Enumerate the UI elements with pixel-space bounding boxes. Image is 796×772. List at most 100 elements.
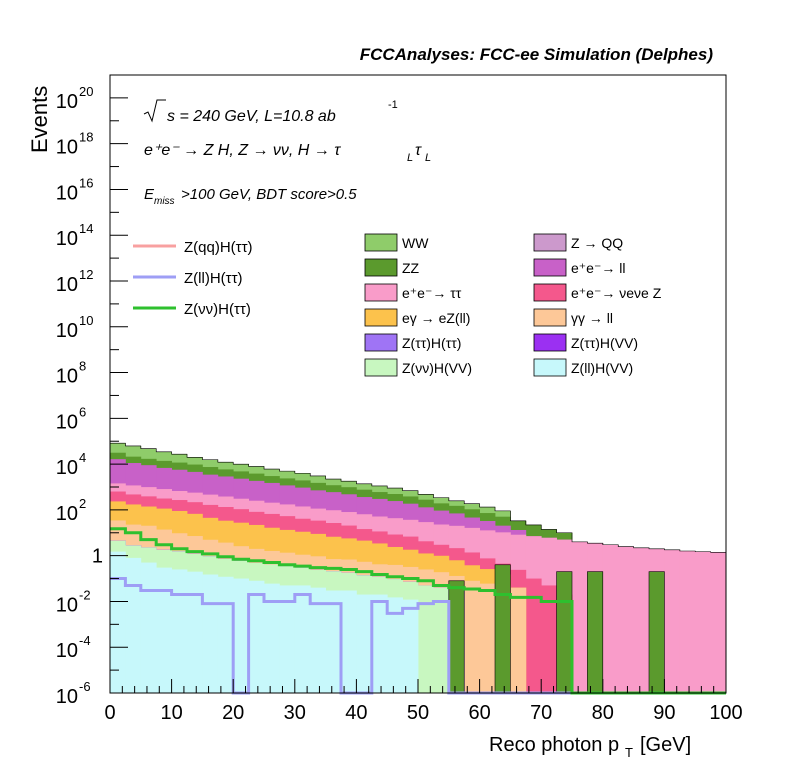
stack-spike bbox=[587, 571, 604, 694]
y-tick-label: 10 bbox=[56, 366, 78, 388]
y-tick-exponent: -6 bbox=[79, 679, 91, 694]
legend-bkg-swatch bbox=[364, 333, 398, 352]
stack-bar bbox=[479, 583, 496, 693]
legend-bkg-label: Z(ll)H(VV) bbox=[571, 360, 633, 376]
legend-bkg-swatch bbox=[533, 233, 567, 252]
stack-bar bbox=[541, 585, 557, 693]
legend-signal-label: Z(qq)H(ττ) bbox=[184, 239, 253, 256]
y-axis-title: Events bbox=[27, 86, 52, 153]
y-tick-exponent: 14 bbox=[79, 221, 93, 236]
stack-bar bbox=[633, 547, 650, 693]
legend-bkg-label: e⁺e⁻→ ττ bbox=[402, 285, 462, 301]
process-tau: τ bbox=[415, 142, 422, 159]
legend-bkg-swatch bbox=[533, 358, 567, 377]
x-tick-label: 40 bbox=[345, 702, 367, 724]
y-tick-label: 10 bbox=[56, 182, 78, 204]
stack-bar bbox=[140, 562, 157, 693]
legend-bkg-swatch bbox=[364, 258, 398, 277]
stack-bar bbox=[279, 585, 296, 693]
sqrt-icon bbox=[143, 99, 166, 123]
legend-bkg-label: Z(ττ)H(VV) bbox=[571, 335, 638, 351]
stack-bar bbox=[310, 587, 326, 693]
y-tick-label: 10 bbox=[56, 457, 78, 479]
cuts-sub: miss bbox=[154, 196, 175, 207]
x-tick-label: 50 bbox=[407, 702, 429, 724]
stack-bar bbox=[572, 541, 588, 693]
y-tick-exponent: 4 bbox=[79, 450, 86, 465]
stack-layer bbox=[110, 442, 727, 694]
legend-signal-label: Z(ll)H(ττ) bbox=[184, 270, 243, 287]
y-tick-label: 10 bbox=[56, 137, 78, 159]
legend-bkg-swatch bbox=[533, 308, 567, 327]
y-tick-exponent: 10 bbox=[79, 313, 93, 328]
stack-bar bbox=[402, 599, 419, 693]
legend-bkg-label: ZZ bbox=[402, 260, 420, 276]
y-axis-label: Events bbox=[27, 86, 52, 153]
process-sub-2: L bbox=[425, 152, 431, 164]
stack-bar bbox=[371, 594, 388, 693]
y-tick-exponent: 18 bbox=[79, 130, 93, 145]
stack-bar bbox=[418, 585, 434, 693]
stack-bar bbox=[171, 569, 188, 693]
stack-spike bbox=[648, 571, 665, 694]
y-tick-exponent: 16 bbox=[79, 175, 93, 190]
stack-bar bbox=[387, 597, 403, 693]
stack-bar bbox=[202, 574, 219, 693]
x-tick-label: 100 bbox=[709, 702, 742, 724]
legend-bkg-label: WW bbox=[402, 235, 429, 251]
stack-bar bbox=[679, 550, 696, 693]
legend-bkg-swatch bbox=[533, 333, 567, 352]
energy-text: s = 240 GeV, L=10.8 ab bbox=[167, 108, 336, 125]
legend-bkg-swatch bbox=[364, 308, 398, 327]
legend-bkg-swatch bbox=[364, 233, 398, 252]
x-tick-label: 80 bbox=[592, 702, 614, 724]
cuts-rest: >100 GeV, BDT score>0.5 bbox=[181, 186, 357, 203]
x-axis-title: Reco photon p bbox=[489, 734, 619, 756]
stack-bar bbox=[341, 590, 357, 693]
y-tick-label: 10 bbox=[56, 228, 78, 250]
legend-signal: Z(qq)H(ττ) Z(ll)H(ττ) Z(νν)H(ττ) bbox=[133, 239, 253, 318]
stack-bar bbox=[695, 551, 711, 693]
x-tick-label: 70 bbox=[530, 702, 552, 724]
x-axis-unit: [GeV] bbox=[640, 734, 691, 756]
legend-bkg-label: Z(νν)H(VV) bbox=[402, 360, 472, 376]
stack-bar bbox=[264, 583, 280, 693]
stack-bar bbox=[433, 587, 450, 693]
stack-z-ll-h-vv- bbox=[110, 551, 419, 693]
x-tick-label: 60 bbox=[468, 702, 490, 724]
legend-bkg-swatch bbox=[533, 258, 567, 277]
y-tick-label: 10 bbox=[56, 594, 78, 616]
process-text: e⁺e⁻ → Z H, Z → νν, H → τ bbox=[144, 142, 341, 159]
signal-line-z-h- bbox=[110, 527, 726, 695]
stack-bar bbox=[294, 585, 311, 693]
x-axis-sub: T bbox=[625, 745, 633, 760]
stack-bar bbox=[602, 544, 619, 693]
y-tick-label: 10 bbox=[56, 686, 78, 708]
legend-bkg-swatch bbox=[364, 283, 398, 302]
x-tick-label: 90 bbox=[653, 702, 675, 724]
y-tick-label: 10 bbox=[56, 411, 78, 433]
y-tick-label: 10 bbox=[56, 503, 78, 525]
x-tick-label: 30 bbox=[284, 702, 306, 724]
legend-bkg-swatch bbox=[533, 283, 567, 302]
y-tick-exponent: -2 bbox=[79, 587, 91, 602]
legend-bkg-label: e⁺e⁻→ νeνe Z bbox=[571, 285, 662, 301]
stack-bar bbox=[664, 549, 681, 693]
process-sub-1: L bbox=[407, 152, 413, 164]
y-tick-exponent: -4 bbox=[79, 633, 91, 648]
legend-bkg-label: e⁺e⁻→ ll bbox=[571, 260, 625, 276]
legend-bkg-label: γγ → ll bbox=[571, 310, 613, 326]
y-tick-exponent: 8 bbox=[79, 359, 86, 374]
stack-bar bbox=[356, 594, 373, 693]
x-tick-label: 10 bbox=[160, 702, 182, 724]
stack-bar bbox=[156, 567, 172, 693]
stack-bar bbox=[325, 590, 342, 693]
stack-outline bbox=[110, 442, 726, 553]
y-tick-exponent: 2 bbox=[79, 496, 86, 511]
x-tick-label: 20 bbox=[222, 702, 244, 724]
legend-bkg-label: Z → QQ bbox=[571, 235, 623, 251]
stack-bar bbox=[110, 551, 126, 693]
x-axis-label: Reco photon p T [GeV] bbox=[489, 734, 691, 760]
